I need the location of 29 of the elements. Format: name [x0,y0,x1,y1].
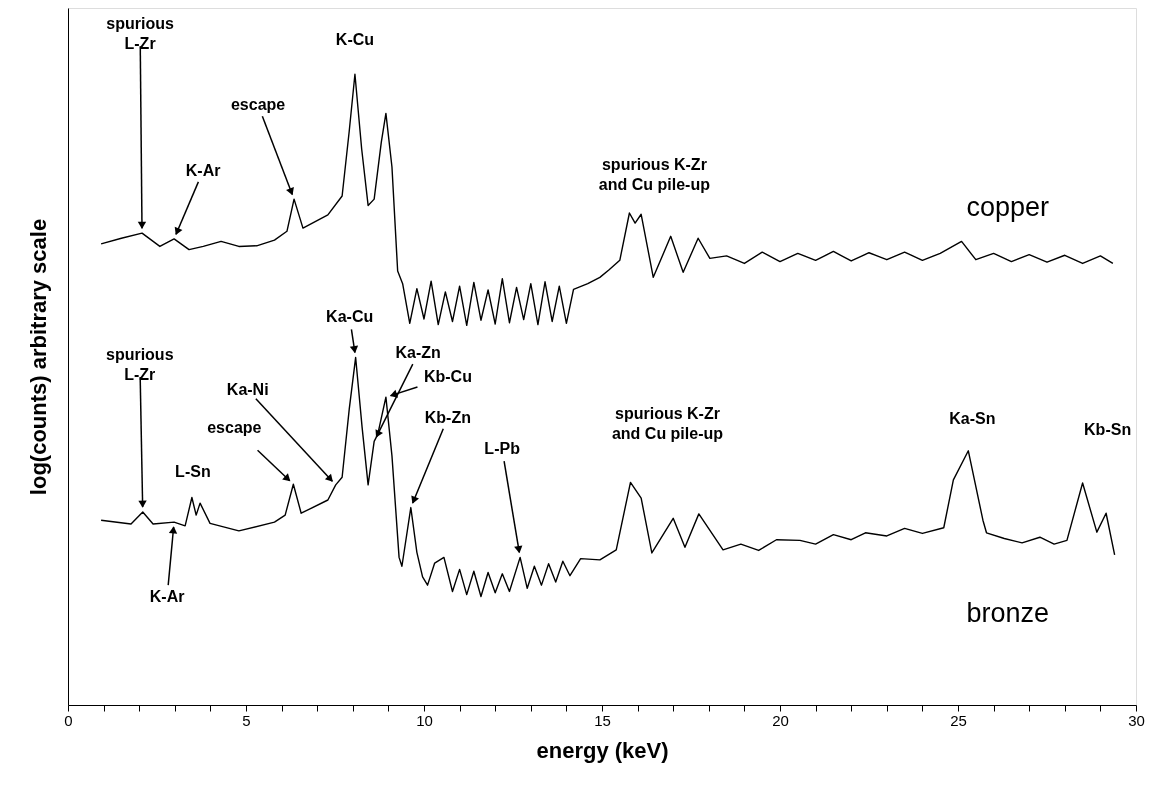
x-tick-label: 15 [594,711,611,729]
annotation: L-Pb [484,440,521,458]
x-tick-label: 25 [950,711,967,729]
x-axis-title: energy (keV) [536,737,669,763]
x-tick-label: 20 [772,711,789,729]
annotation: Ka-Ni [226,380,269,398]
x-tick-label: 0 [64,711,73,729]
annotation: spurious L-Zr [105,345,174,383]
x-tick-label: 10 [416,711,433,729]
annotation: spurious K-Zr and Cu pile-up [598,156,711,193]
x-tick-label: 5 [242,711,251,729]
annotation: Ka-Zn [395,344,441,362]
y-axis-title: log(counts) arbitrary scale [25,218,51,496]
annotation: Kb-Zn [424,408,471,426]
annotation: Ka-Cu [326,308,374,326]
series-label: copper [966,191,1050,222]
annotation: K-Ar [185,161,221,179]
annotation: Kb-Cu [423,368,472,386]
annotation: escape [207,419,262,437]
annotation: K-Cu [335,31,375,49]
annotation: Kb-Sn [1084,420,1132,438]
annotation: spurious K-Zr and Cu pile-up [611,405,724,443]
text: bronze [966,598,1050,629]
x-tick-label: 30 [1128,711,1145,729]
annotation: Ka-Sn [949,409,996,427]
annotation: escape [230,96,286,114]
annotation: K-Ar [149,588,185,606]
annotation: spurious L-Zr [106,15,174,53]
annotation: L-Sn [175,463,211,481]
